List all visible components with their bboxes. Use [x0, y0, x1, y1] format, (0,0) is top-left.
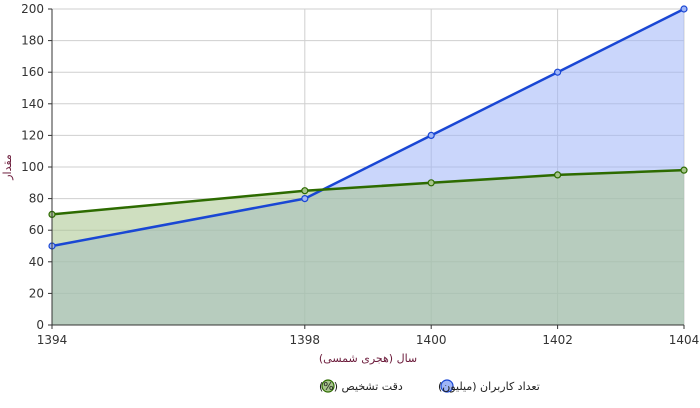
y-tick-label: 140 — [21, 97, 44, 111]
y-axis-title: مقدار — [1, 154, 14, 181]
y-tick-label: 120 — [21, 128, 44, 142]
x-tick-label: 1404 — [669, 333, 700, 347]
x-tick-label: 1402 — [542, 333, 573, 347]
axes: 0 20 40 60 80 100 120 140 160 180 200 1394 1398 1400 1… — [21, 2, 699, 347]
x-axis-title: سال (هجری شمسی) — [319, 352, 417, 365]
y-tick-label: 0 — [36, 318, 44, 332]
x-tick-label: 1400 — [416, 333, 447, 347]
y-tick-label: 160 — [21, 65, 44, 79]
legend: تعداد کاربران (میلیون) دقت تشخیص (%) — [319, 379, 540, 393]
series-2-point — [680, 166, 688, 174]
y-tick-label: 80 — [29, 192, 44, 206]
y-tick-label: 200 — [21, 2, 44, 16]
series-1-point — [427, 131, 435, 139]
y-tick-label: 60 — [29, 223, 44, 237]
y-tick-label: 180 — [21, 34, 44, 48]
series-2-point — [427, 179, 435, 187]
series-1-point — [680, 5, 688, 13]
legend-label-1: تعداد کاربران (میلیون) — [438, 380, 540, 393]
x-tick-label: 1398 — [290, 333, 321, 347]
y-tick-label: 20 — [29, 286, 44, 300]
legend-label-2: دقت تشخیص (%) — [319, 380, 403, 393]
series-points — [48, 5, 688, 250]
y-tick-label: 40 — [29, 255, 44, 269]
legend-swatch-2 — [321, 379, 335, 393]
x-tick-label: 1394 — [37, 333, 68, 347]
series-1-point — [301, 195, 309, 203]
series-2-point — [301, 187, 309, 195]
series-2-area — [52, 170, 684, 325]
series-1-point — [553, 68, 562, 76]
series-2-point — [553, 171, 562, 179]
y-tick-label: 100 — [21, 160, 44, 174]
legend-swatch-1 — [440, 379, 454, 393]
